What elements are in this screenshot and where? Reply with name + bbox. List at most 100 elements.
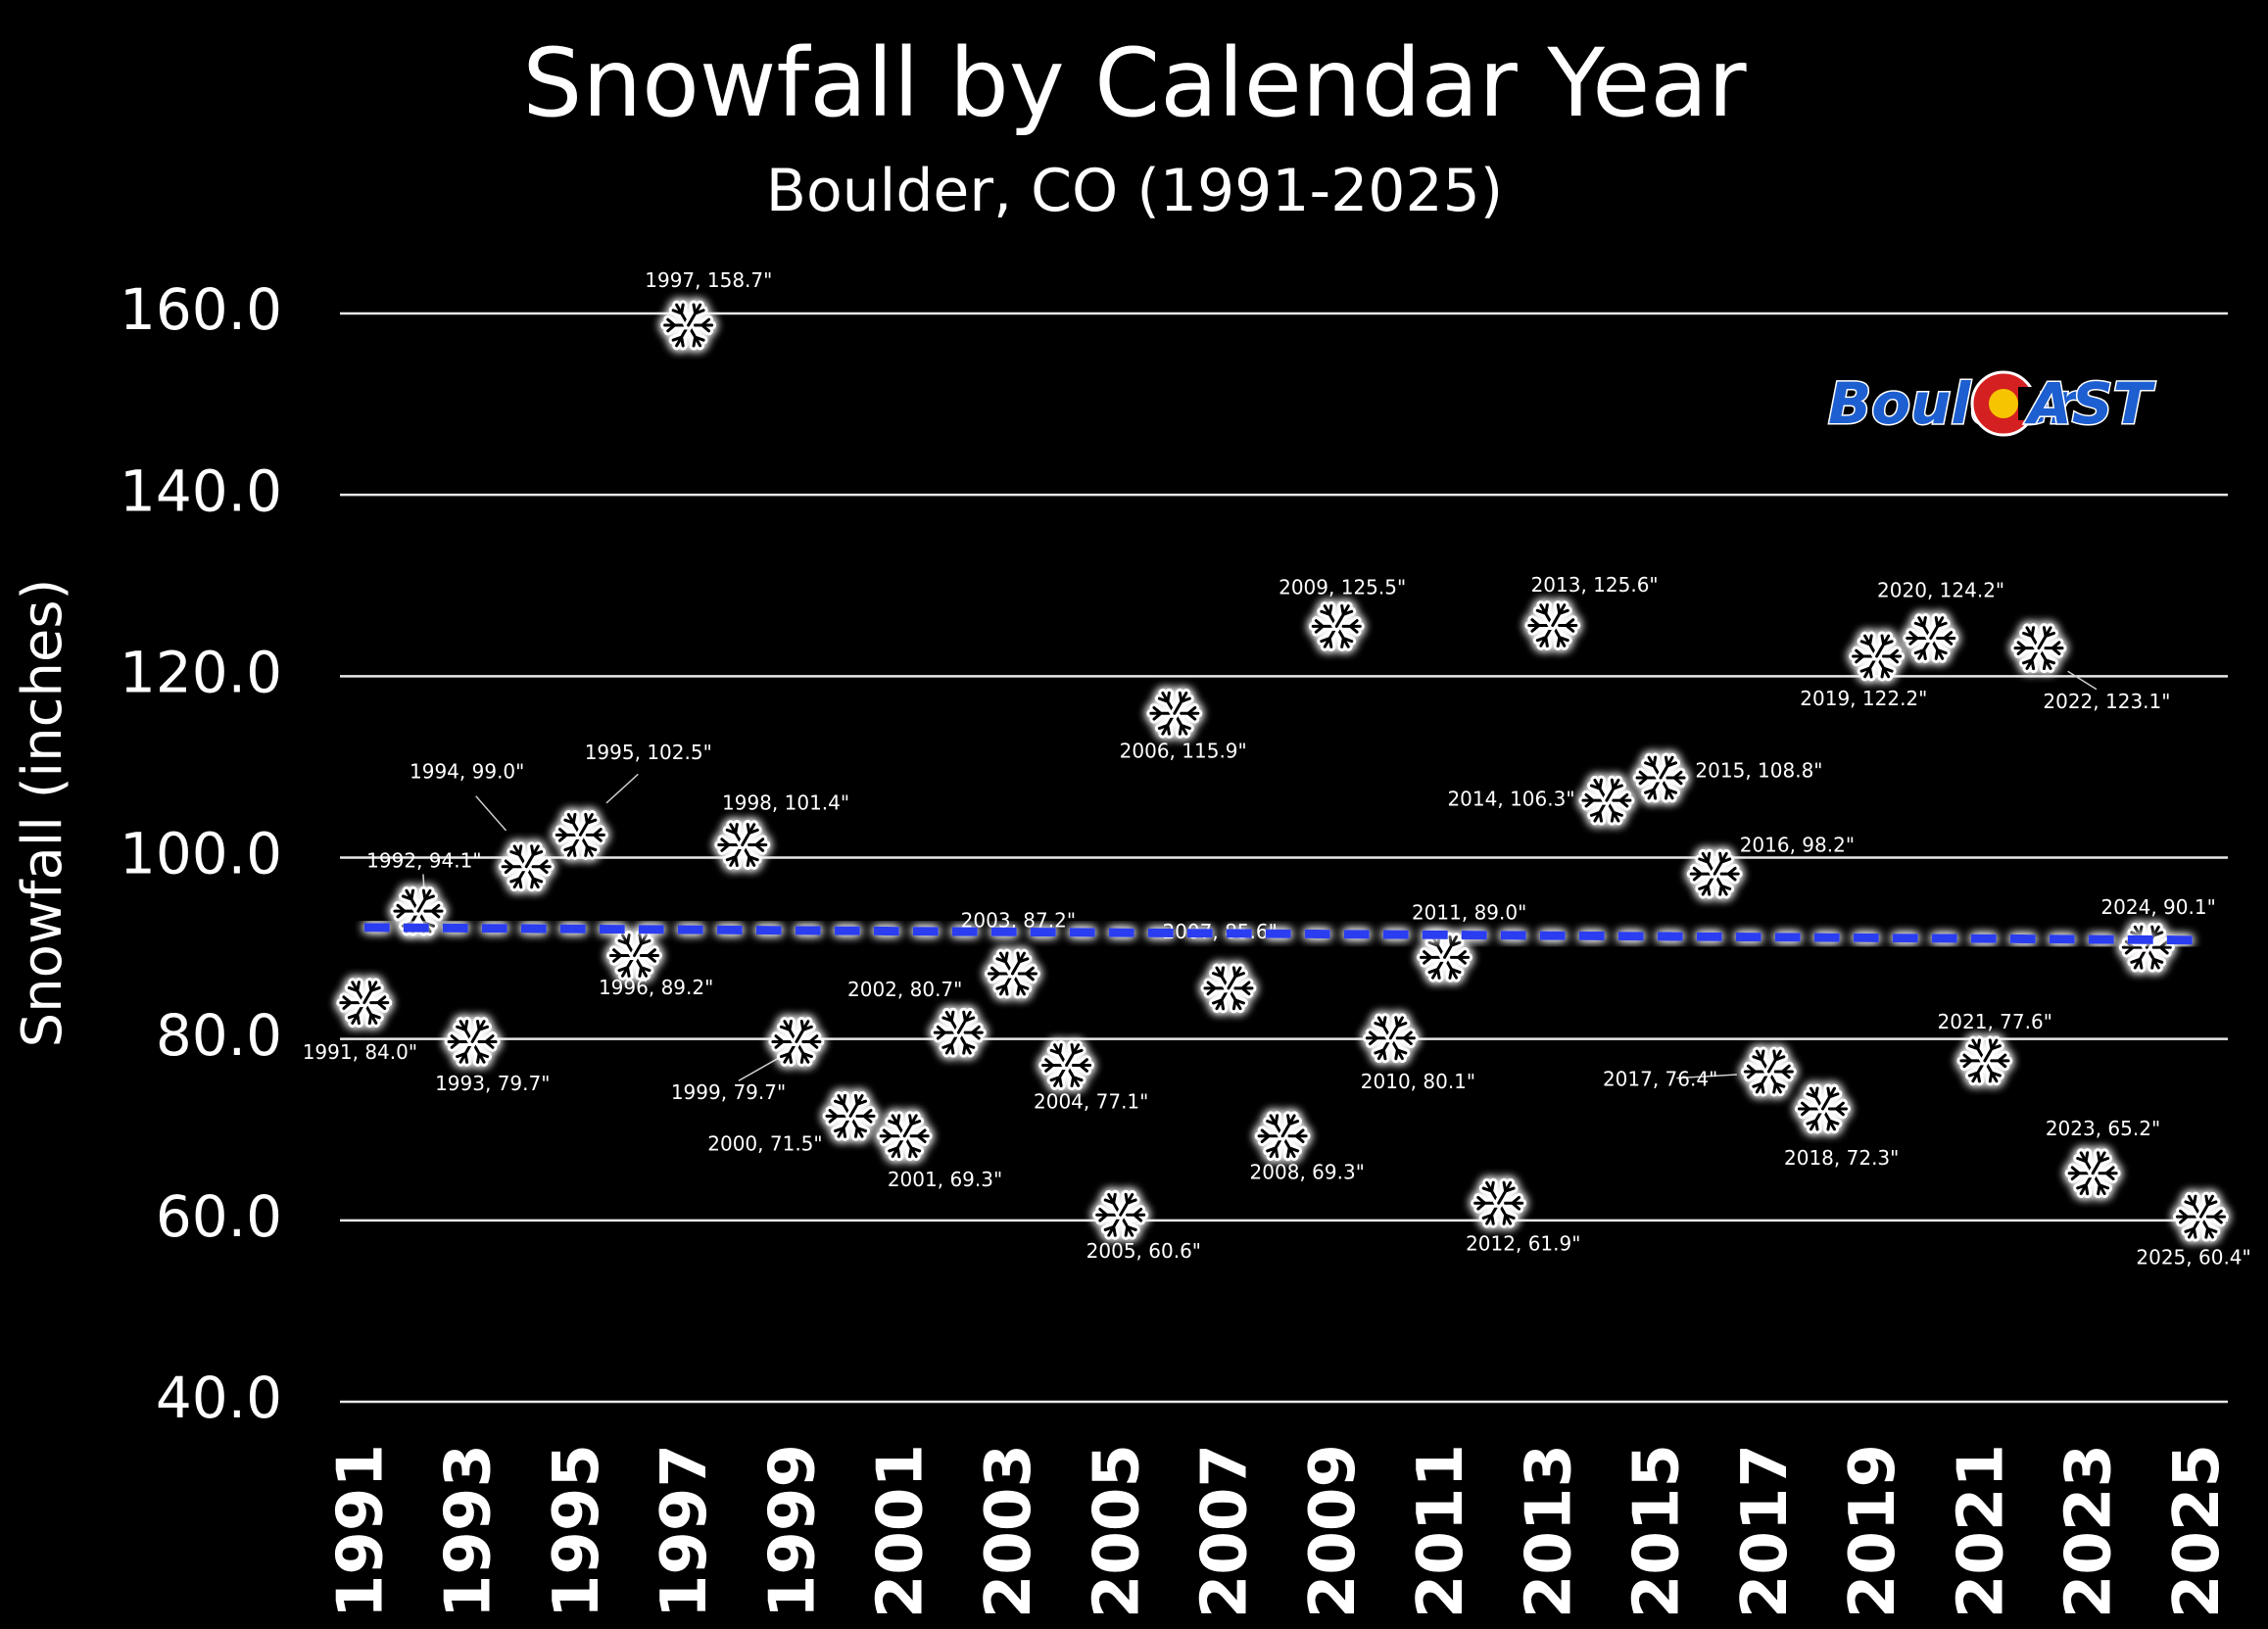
data-label: 1995, 102.5" xyxy=(585,741,712,764)
snowflake-marker xyxy=(2064,1148,2121,1199)
snowflake-marker xyxy=(552,809,608,860)
data-label: 2000, 71.5" xyxy=(707,1131,822,1155)
snowflake-marker xyxy=(660,300,717,351)
leader-line xyxy=(475,795,507,832)
snowflake-core xyxy=(1280,1114,1300,1138)
data-label: 2017, 76.4" xyxy=(1603,1067,1717,1090)
snowflake-marker xyxy=(1903,612,1959,663)
snowflake-marker xyxy=(930,1007,987,1058)
snowflake-core xyxy=(687,303,705,327)
snowflake-core xyxy=(1010,951,1030,976)
data-label: 1992, 94.1" xyxy=(366,848,481,872)
snowflake-core xyxy=(1713,851,1732,876)
data-label: 2022, 123.1" xyxy=(2043,690,2170,713)
x-tick-label: 2023 xyxy=(2053,1444,2126,1618)
y-tick-label: 160.0 xyxy=(120,276,282,343)
data-label: 2012, 61.9" xyxy=(1466,1232,1580,1256)
snowflake-core xyxy=(1875,634,1894,658)
data-label: 2015, 108.8" xyxy=(1695,759,1822,783)
snowflake-marker xyxy=(1146,688,1203,739)
chart-subtitle: Boulder, CO (1991-2025) xyxy=(766,157,1503,225)
snowflake-marker xyxy=(336,978,393,1029)
snowflake-marker xyxy=(714,820,771,871)
x-tick-label: 1993 xyxy=(433,1444,506,1618)
y-tick-label: 80.0 xyxy=(156,1002,282,1069)
snowflake-core xyxy=(1659,755,1678,780)
data-label: 2003, 87.2" xyxy=(961,908,1076,932)
snowflake-marker xyxy=(1362,1013,1419,1064)
y-tick-label: 140.0 xyxy=(120,457,282,524)
y-axis-title: Snowfall (inches) xyxy=(11,579,74,1048)
x-tick-label: 1991 xyxy=(324,1444,397,1618)
snowflake-marker xyxy=(1794,1083,1851,1134)
snowflake-core xyxy=(470,1019,490,1043)
data-label: 2004, 77.1" xyxy=(1034,1089,1148,1113)
snowflake-marker xyxy=(984,948,1040,999)
data-label: 1994, 99.0" xyxy=(410,759,524,783)
x-tick-label: 2017 xyxy=(1729,1444,1802,1618)
snowflake-marker xyxy=(1092,1189,1149,1240)
y-tick-label: 120.0 xyxy=(120,639,282,705)
snowflake-core xyxy=(795,1019,813,1043)
snowflake-core xyxy=(1227,966,1245,990)
data-label: 2020, 124.2" xyxy=(1877,579,2004,602)
snowflake-marker xyxy=(2010,623,2067,674)
snowflake-marker xyxy=(1849,631,1906,682)
x-tick-label: 2025 xyxy=(2161,1444,2234,1618)
data-label: 2009, 125.5" xyxy=(1279,576,1406,599)
logo-c-gap xyxy=(2018,387,2040,420)
data-label: 2007, 85.6" xyxy=(1162,920,1277,943)
logo: Boulder AST xyxy=(1827,369,2158,439)
snowflake-marker xyxy=(1471,1177,1527,1228)
snowflake-marker xyxy=(605,931,662,981)
y-tick-label: 100.0 xyxy=(120,821,282,887)
data-label: 2006, 115.9" xyxy=(1120,740,1247,763)
y-tick-label: 40.0 xyxy=(156,1365,282,1431)
x-tick-label: 1999 xyxy=(756,1444,829,1618)
leader-line xyxy=(1676,1074,1737,1079)
x-tick-label: 2015 xyxy=(1621,1444,1694,1618)
snowflake-core xyxy=(1983,1038,2002,1063)
snowflake-core xyxy=(741,823,759,847)
snowflake-core xyxy=(1929,615,1948,640)
snowflake-marker xyxy=(1740,1046,1797,1097)
snowflake-marker xyxy=(498,841,555,892)
snowflake-marker xyxy=(1038,1040,1095,1091)
x-tick-label: 2005 xyxy=(1081,1444,1153,1618)
data-label: 1999, 79.7" xyxy=(671,1080,786,1104)
snowflake-core xyxy=(2037,626,2055,650)
data-label: 2010, 80.1" xyxy=(1361,1070,1475,1093)
snowflake-marker xyxy=(876,1111,933,1162)
snowflake-core xyxy=(1065,1043,1084,1068)
y-tick-label: 60.0 xyxy=(156,1183,282,1250)
data-label: 2008, 69.3" xyxy=(1250,1161,1365,1184)
snowflake-marker xyxy=(1956,1035,2013,1086)
x-tick-label: 2007 xyxy=(1189,1444,1262,1618)
snowflake-marker xyxy=(1524,600,1581,650)
snowflake-core xyxy=(1119,1192,1137,1217)
chart-title: Snowfall by Calendar Year xyxy=(522,28,1747,138)
data-label: 2005, 60.6" xyxy=(1086,1239,1201,1263)
data-label: 2024, 90.1" xyxy=(2100,895,2215,919)
data-label: 2011, 89.0" xyxy=(1412,901,1526,925)
snowflake-core xyxy=(1766,1049,1786,1074)
snowflake-core xyxy=(1497,1180,1516,1205)
snowflake-core xyxy=(1551,603,1569,627)
snowflake-core xyxy=(902,1114,922,1138)
snowflake-core xyxy=(362,981,381,1005)
data-label: 2013, 125.6" xyxy=(1531,573,1659,597)
data-label: 1993, 79.7" xyxy=(435,1072,550,1095)
leader-line xyxy=(738,1055,783,1081)
leader-line xyxy=(605,773,639,804)
snowflake-core xyxy=(524,844,544,869)
data-label: 2002, 80.7" xyxy=(847,978,962,1001)
snowflake-core xyxy=(956,1010,976,1034)
snowflake-marker xyxy=(1632,752,1689,803)
snowflake-marker xyxy=(444,1016,501,1067)
snowflake-core xyxy=(1443,934,1462,959)
data-label: 1996, 89.2" xyxy=(599,976,713,999)
snowflake-marker xyxy=(822,1090,879,1141)
data-label: 2025, 60.4" xyxy=(2136,1245,2250,1269)
snowflake-core xyxy=(2091,1151,2110,1175)
